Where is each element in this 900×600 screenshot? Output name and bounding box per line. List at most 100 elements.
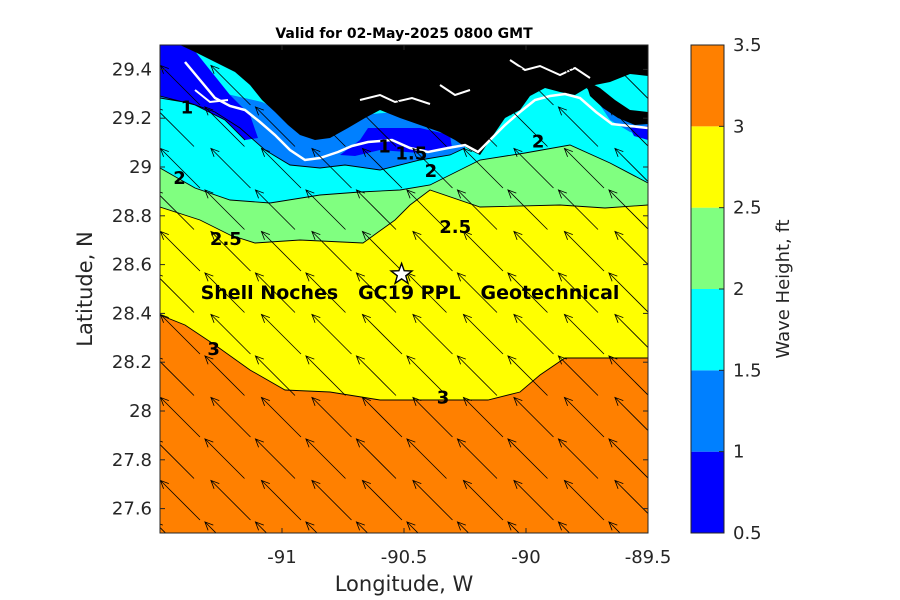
wave-arrow: [462, 396, 504, 438]
contour-label: 3: [437, 388, 450, 409]
wave-arrow: [507, 521, 520, 533]
wave-arrow: [204, 355, 245, 396]
wave-arrow: [513, 396, 554, 438]
contour-label: 1: [378, 136, 391, 157]
wave-arrow: [608, 355, 648, 396]
wave-arrow: [456, 189, 498, 230]
wave-arrow: [160, 274, 195, 313]
wave-arrow: [406, 355, 447, 396]
wave-direction-arrows: [160, 64, 648, 533]
x-axis: -91 -90.5 -90 -89.5: [267, 45, 671, 568]
wave-arrow: [513, 147, 554, 189]
wave-arrow: [557, 106, 599, 147]
wave-arrow: [305, 355, 346, 396]
wave-arrow: [305, 521, 318, 533]
y-axis-label: Latitude, N: [73, 231, 97, 347]
colorbar-tick-label: 2: [733, 279, 744, 300]
y-tick-label: 29.4: [112, 59, 152, 80]
wave-arrow: [608, 189, 648, 230]
wave-arrow: [210, 230, 251, 272]
wave-arrow: [160, 191, 195, 230]
wave-arrow: [311, 147, 352, 189]
contour-label: 3: [207, 339, 220, 360]
wave-arrow: [260, 147, 302, 189]
wave-arrow: [361, 147, 403, 189]
wave-arrow: [462, 313, 504, 355]
wave-arrow: [563, 147, 605, 189]
wave-arrow: [305, 438, 346, 479]
wave-arrow: [563, 313, 605, 355]
wave-arrow: [513, 479, 554, 521]
wave-arrow: [204, 189, 245, 230]
land-mask: [180, 45, 648, 155]
wave-arrow: [210, 64, 251, 106]
contour-label: 2.5: [439, 217, 471, 238]
wave-arrow: [462, 64, 504, 106]
y-tick-label: 29: [129, 157, 152, 178]
wave-arrow: [204, 106, 245, 147]
plot-area: 11 1.52 222.52.533: [160, 45, 648, 533]
wave-arrow: [260, 230, 302, 272]
site-marker: [389, 261, 414, 285]
colorbar-tick-label: 1: [733, 442, 744, 463]
wave-arrow: [462, 230, 504, 272]
colorbar-tick-label: 3: [733, 116, 744, 137]
wave-arrow: [412, 396, 453, 438]
coastline: [184, 61, 648, 162]
wave-arrow: [406, 189, 447, 230]
wave-arrow: [260, 479, 302, 521]
x-tick-label: -89.5: [625, 547, 672, 568]
wave-arrow: [406, 106, 447, 147]
colorbar-tick-label: 1.5: [733, 360, 762, 381]
site-label: Shell Noches GC19 PPL Geotechnical: [201, 282, 620, 304]
wave-arrow: [355, 272, 397, 313]
wave-arrow: [361, 230, 403, 272]
contour-label: 2.5: [210, 229, 242, 250]
colorbar-tick-label: 0.5: [733, 523, 762, 544]
wave-arrow: [557, 355, 599, 396]
y-tick-label: 28: [129, 401, 152, 422]
colorbar-swatch: [691, 370, 724, 452]
wave-arrow: [355, 189, 397, 230]
wave-arrow: [210, 396, 251, 438]
wave-arrow: [160, 108, 195, 147]
wave-arrow: [412, 479, 453, 521]
chart-title: Valid for 02-May-2025 0800 GMT: [275, 26, 533, 42]
wave-arrow: [563, 230, 605, 272]
y-tick-label: 28.8: [112, 206, 152, 227]
colorbar-swatch: [691, 289, 724, 371]
colorbar-swatch: [691, 126, 724, 208]
wave-arrow: [305, 272, 346, 313]
wave-arrow: [412, 147, 453, 189]
contour-labels: 11 1.52 222.52.533: [173, 97, 544, 408]
x-tick-label: -91: [267, 547, 296, 568]
wave-arrow: [462, 479, 504, 521]
wave-arrow: [260, 64, 302, 106]
wave-arrow: [608, 521, 621, 533]
wave-arrow: [608, 106, 648, 147]
wave-arrow: [456, 521, 470, 533]
y-tick-label: 29.2: [112, 108, 152, 129]
wave-arrow: [361, 479, 403, 521]
wave-arrow: [160, 440, 195, 479]
wave-arrow: [513, 313, 554, 355]
contour-label: 2: [425, 161, 438, 182]
wave-arrow: [254, 189, 296, 230]
wave-arrow: [361, 64, 403, 106]
wave-arrow: [507, 189, 548, 230]
y-tick-label: 28.2: [112, 352, 152, 373]
wave-arrow: [204, 438, 245, 479]
colorbar-swatch: [691, 45, 724, 127]
wave-arrow: [608, 438, 648, 479]
contour-label: 2: [173, 168, 186, 189]
wave-arrow: [513, 230, 554, 272]
wave-arrow: [210, 147, 251, 189]
y-axis: 27.6 27.8 28 28.2 28.4 28.6 28.8 29 29.2 29.4: [112, 59, 648, 520]
colorbar: 0.5 1 1.5 2 2.5 3 3.5: [690, 35, 762, 544]
contour-label: 2: [532, 131, 545, 152]
wave-arrow: [456, 355, 498, 396]
wave-arrow: [412, 64, 453, 106]
wave-arrow: [513, 64, 554, 106]
wave-arrow: [305, 106, 346, 147]
